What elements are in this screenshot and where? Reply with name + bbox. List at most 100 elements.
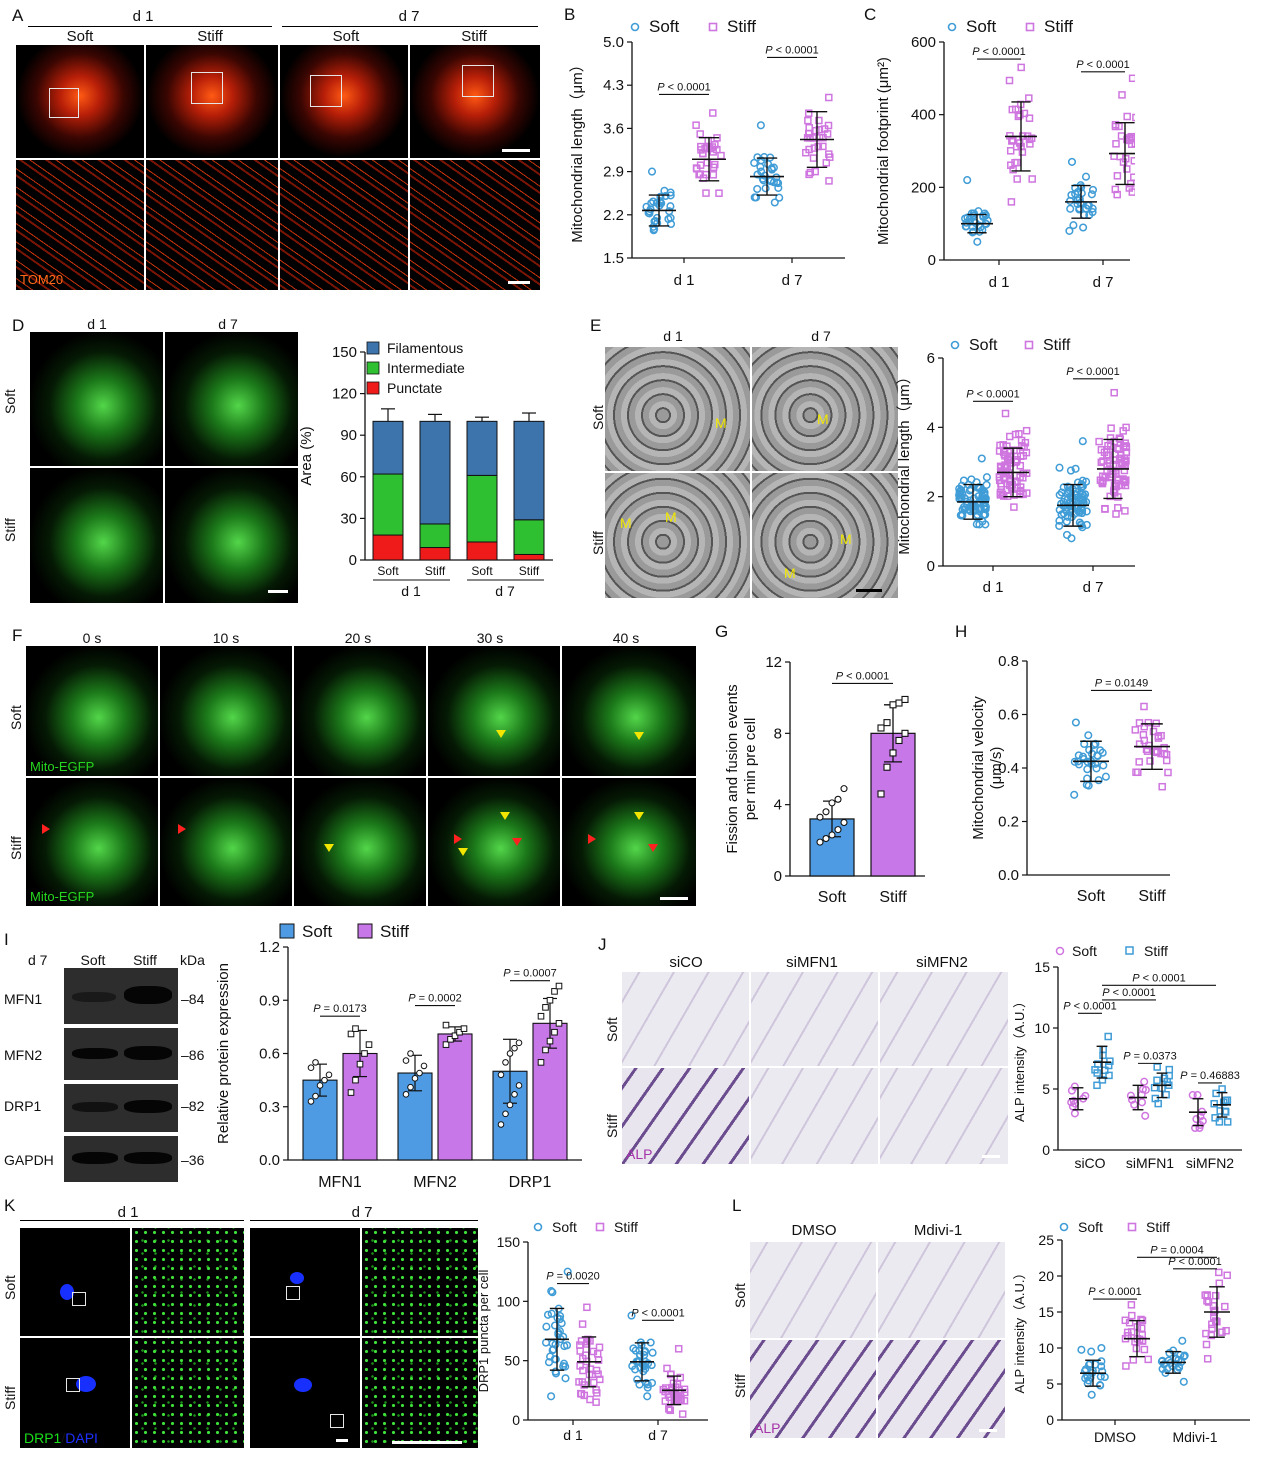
y-tick-label: 90 bbox=[340, 427, 357, 444]
y-tick-label: 0 bbox=[1042, 1142, 1050, 1158]
blot-gapdh bbox=[64, 1136, 178, 1182]
data-point bbox=[1144, 718, 1153, 727]
data-point bbox=[840, 818, 848, 827]
data-point bbox=[1070, 790, 1079, 799]
data-point bbox=[460, 1025, 468, 1032]
data-point bbox=[666, 213, 675, 222]
data-point bbox=[711, 141, 719, 149]
data-point bbox=[1091, 1066, 1099, 1074]
data-point bbox=[1015, 430, 1023, 438]
mw-value: 86 bbox=[188, 1047, 205, 1063]
data-point bbox=[704, 143, 712, 151]
live-mito-image bbox=[562, 646, 696, 776]
data-point bbox=[702, 189, 710, 197]
data-point bbox=[647, 1378, 657, 1387]
data-point bbox=[1067, 1086, 1076, 1095]
data-point bbox=[760, 171, 769, 180]
data-point bbox=[546, 996, 554, 1004]
data-point bbox=[561, 1374, 570, 1383]
alp-image bbox=[880, 1068, 1008, 1164]
data-point bbox=[551, 1367, 560, 1376]
data-point bbox=[543, 1310, 553, 1319]
y-tick-label: 0 bbox=[1046, 1412, 1054, 1428]
data-point bbox=[1008, 105, 1017, 114]
data-point bbox=[1028, 175, 1036, 183]
p-value-label: P < 0.0001 bbox=[1063, 1000, 1117, 1012]
data-point bbox=[1122, 443, 1131, 452]
data-point bbox=[402, 1057, 410, 1064]
data-point bbox=[805, 170, 813, 179]
data-point bbox=[555, 982, 563, 990]
legend-label: Stiff bbox=[1043, 337, 1071, 354]
data-point bbox=[840, 785, 848, 793]
data-point bbox=[982, 473, 991, 482]
data-point bbox=[1158, 782, 1166, 791]
data-point bbox=[1111, 185, 1120, 194]
mito-marker: M bbox=[620, 515, 632, 531]
data-point bbox=[834, 826, 842, 834]
column-label-stiff: Stiff bbox=[197, 28, 223, 45]
y-tick-label: 0.0 bbox=[259, 1152, 280, 1169]
data-point bbox=[1191, 1123, 1200, 1133]
data-point bbox=[451, 1032, 459, 1040]
data-point bbox=[511, 1091, 518, 1098]
data-point bbox=[1215, 1268, 1223, 1277]
data-point bbox=[562, 1341, 572, 1350]
data-point bbox=[1062, 530, 1072, 539]
y-tick-label: 4 bbox=[774, 797, 782, 814]
data-point bbox=[805, 123, 813, 132]
chart-mito-footprint-c: C Soft Stiff 0 200 400 600 Mitochondrial footpr… bbox=[864, 5, 1135, 291]
stain-label: ALP bbox=[754, 1420, 781, 1436]
live-mito-image bbox=[294, 646, 426, 776]
data-point bbox=[1000, 450, 1009, 459]
legend-label: Soft bbox=[552, 1219, 577, 1235]
data-point bbox=[1069, 1096, 1078, 1105]
data-point bbox=[963, 176, 972, 185]
data-point bbox=[312, 1059, 319, 1066]
p-value-label: P < 0.0001 bbox=[657, 81, 711, 93]
day-header: d 7 bbox=[398, 8, 420, 25]
data-point bbox=[1112, 140, 1120, 148]
legend-label: Stiff bbox=[380, 922, 409, 941]
data-point bbox=[1093, 1081, 1101, 1090]
data-point bbox=[1016, 111, 1024, 119]
y-tick-label: 0 bbox=[349, 552, 357, 569]
data-point bbox=[1091, 759, 1100, 768]
data-point bbox=[647, 199, 656, 208]
live-mito-image bbox=[562, 778, 696, 906]
data-point bbox=[411, 1075, 419, 1082]
data-point bbox=[576, 1341, 584, 1349]
data-point bbox=[753, 184, 762, 194]
lane-label-stiff: Stiff bbox=[133, 952, 157, 968]
data-point bbox=[972, 478, 981, 487]
data-point bbox=[1123, 165, 1131, 173]
data-point bbox=[1065, 226, 1074, 235]
legend-label: Soft bbox=[969, 337, 998, 354]
p-value-label: P = 0.0004 bbox=[1150, 1244, 1204, 1256]
data-point bbox=[542, 1046, 549, 1054]
data-point bbox=[1070, 490, 1079, 499]
y-tick-label: 0 bbox=[927, 558, 935, 575]
legend-marker-soft bbox=[1059, 1222, 1069, 1232]
segmented-mito-image bbox=[30, 332, 163, 466]
x-category-label: MFN1 bbox=[318, 1174, 362, 1191]
data-point bbox=[1066, 466, 1075, 475]
data-point bbox=[877, 724, 885, 732]
data-point bbox=[1071, 464, 1080, 473]
y-tick-label: 150 bbox=[497, 1234, 521, 1250]
data-point bbox=[1083, 765, 1092, 774]
row-label-stiff: Stiff bbox=[590, 531, 606, 555]
data-point bbox=[578, 1320, 587, 1328]
drp1-image bbox=[250, 1228, 360, 1336]
p-value-label: P = 0.0373 bbox=[1123, 1050, 1177, 1062]
data-point bbox=[1146, 757, 1154, 765]
data-point bbox=[1134, 768, 1142, 777]
data-point bbox=[661, 191, 670, 201]
condition-label: siMFN1 bbox=[786, 954, 838, 971]
data-point bbox=[631, 1346, 640, 1355]
data-point bbox=[816, 838, 824, 846]
alp-image bbox=[751, 972, 878, 1066]
y-tick-label: 0.6 bbox=[998, 707, 1019, 724]
panel-label: E bbox=[590, 316, 602, 335]
data-point bbox=[1103, 466, 1111, 475]
